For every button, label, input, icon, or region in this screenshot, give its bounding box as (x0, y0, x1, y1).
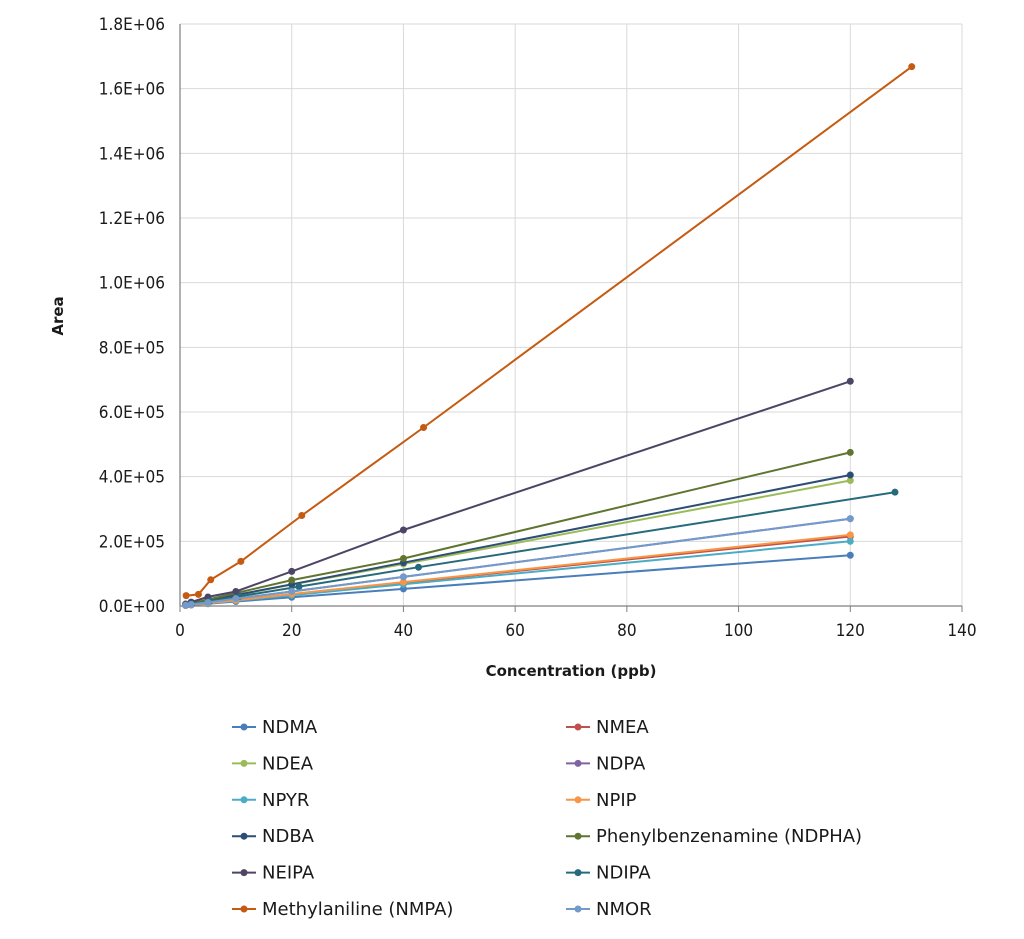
legend-label: Phenylbenzenamine (NDPHA) (596, 826, 862, 847)
y-tick-label: 4.0E+05 (99, 468, 165, 488)
legend-item: NDIPA (566, 863, 651, 884)
legend-swatch-marker (240, 869, 248, 877)
data-point (288, 567, 296, 575)
series-line (185, 474, 851, 606)
x-tick-label: 80 (617, 621, 636, 641)
y-tick-label: 0.0E+00 (99, 597, 165, 617)
data-point (399, 526, 407, 534)
data-point (295, 583, 303, 591)
legend-item: Methylaniline (NMPA) (232, 899, 453, 920)
y-tick-label: 1.6E+06 (99, 80, 165, 100)
y-tick-label: 8.0E+05 (99, 338, 165, 358)
data-point (207, 576, 215, 584)
legend-swatch-marker (240, 759, 248, 767)
data-point (204, 598, 212, 606)
series-group (182, 63, 916, 610)
legend-label: NEIPA (262, 863, 315, 884)
series-line (185, 533, 851, 607)
x-axis-title: Concentration (ppb) (486, 662, 657, 680)
legend-swatch-marker (574, 759, 582, 767)
legend-swatch-marker (574, 832, 582, 840)
data-point (420, 424, 428, 432)
data-point (846, 515, 854, 523)
legend-swatch-marker (240, 796, 248, 804)
x-tick-label: 100 (724, 621, 753, 641)
y-tick-label: 1.2E+06 (99, 209, 165, 229)
data-point (846, 448, 854, 456)
data-point (415, 563, 423, 571)
y-tick-label: 1.4E+06 (99, 144, 165, 164)
x-tick-label: 120 (836, 621, 865, 641)
series-line (185, 65, 913, 597)
data-point (846, 377, 854, 385)
legend-swatch-marker (574, 905, 582, 913)
legend-swatch-marker (240, 832, 248, 840)
x-tick-label: 0 (175, 621, 185, 641)
data-point (846, 477, 854, 485)
y-tick-label: 1.0E+06 (99, 274, 165, 294)
legend-item: NPYR (232, 790, 309, 811)
legend-label: NDPA (596, 753, 646, 774)
y-tick-label: 1.8E+06 (99, 15, 165, 35)
legend-label: NDEA (262, 753, 314, 774)
series-methylaniline-nmpa (182, 63, 916, 600)
legend: NDMA NMEA NDEA NDPA NPYR NPIP NDBA Phenylbenzen… (232, 717, 862, 920)
legend-label: NDBA (262, 826, 315, 847)
y-axis-title: Area (49, 296, 67, 335)
data-point (846, 551, 854, 559)
legend-label: NDMA (262, 717, 318, 738)
legend-label: NPYR (262, 790, 309, 811)
legend-label: Methylaniline (NMPA) (262, 899, 453, 920)
legend-item: NMEA (566, 717, 649, 738)
data-point (288, 576, 296, 584)
legend-label: NMOR (596, 899, 652, 920)
data-point (182, 592, 190, 600)
data-point (182, 601, 190, 609)
legend-item: NMOR (566, 899, 652, 920)
x-tick-label: 60 (505, 621, 524, 641)
legend-swatch-marker (574, 796, 582, 804)
data-point (908, 63, 916, 71)
legend-item: NDBA (232, 826, 315, 847)
data-point (891, 488, 899, 496)
legend-swatch-marker (240, 905, 248, 913)
y-axis-ticks: 0.0E+00 2.0E+05 4.0E+05 6.0E+05 8.0E+05 1.0E+… (99, 15, 165, 617)
legend-item: NDPA (566, 753, 646, 774)
x-tick-label: 40 (394, 621, 413, 641)
data-point (194, 590, 202, 598)
legend-label: NMEA (596, 717, 649, 738)
data-point (399, 554, 407, 562)
legend-swatch-marker (574, 723, 582, 731)
legend-label: NPIP (596, 790, 637, 811)
data-point (846, 531, 854, 539)
series-ndma (182, 551, 854, 610)
legend-item: NDEA (232, 753, 314, 774)
gridlines (180, 23, 963, 606)
data-point (288, 587, 296, 595)
series-nmor (182, 515, 854, 609)
legend-item: NDMA (232, 717, 318, 738)
data-point (846, 471, 854, 479)
x-tick-label: 20 (282, 621, 301, 641)
data-point (237, 557, 245, 565)
data-point (232, 587, 240, 595)
legend-swatch-marker (240, 723, 248, 731)
legend-item: NPIP (566, 790, 637, 811)
x-tick-label: 140 (947, 621, 976, 641)
legend-label: NDIPA (596, 863, 651, 884)
data-point (298, 511, 306, 519)
data-point (232, 595, 240, 603)
y-tick-label: 6.0E+05 (99, 403, 165, 423)
x-axis-ticks: 0 20 40 60 80 100 120 140 (175, 621, 976, 641)
data-point (399, 578, 407, 586)
legend-swatch-marker (574, 869, 582, 877)
legend-item: Phenylbenzenamine (NDPHA) (566, 826, 862, 847)
data-point (399, 573, 407, 581)
data-point (187, 600, 195, 608)
axes (179, 24, 963, 612)
data-point (846, 537, 854, 545)
y-tick-label: 2.0E+05 (99, 532, 165, 552)
legend-item: NEIPA (232, 863, 315, 884)
